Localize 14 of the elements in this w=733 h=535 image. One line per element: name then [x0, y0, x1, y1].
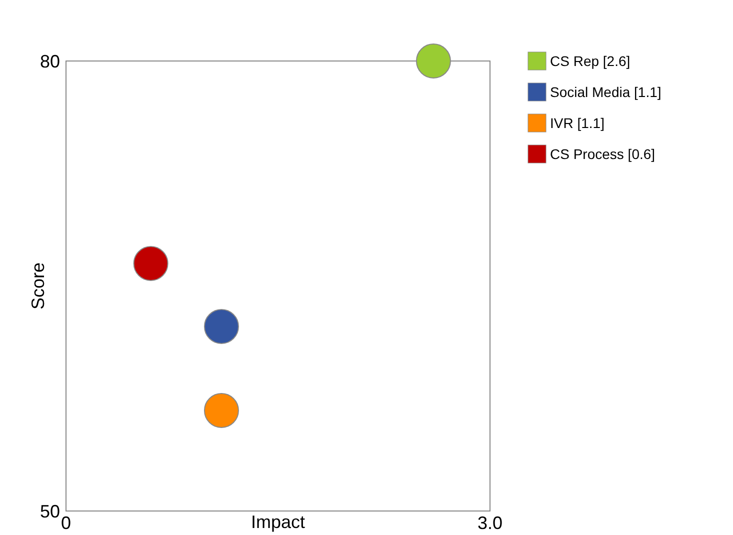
legend-label: IVR [1.1] — [550, 114, 604, 131]
y-tick-label: 80 — [40, 51, 60, 72]
y-axis-title: Score — [28, 262, 48, 310]
y-tick-label: 50 — [40, 501, 60, 522]
x-tick-label: 3.0 — [477, 513, 503, 533]
point — [204, 309, 239, 344]
x-axis-title: Impact — [250, 512, 306, 532]
x-tick-label: 0 — [60, 513, 72, 533]
point — [204, 393, 239, 428]
legend-label: CS Rep [2.6] — [550, 52, 630, 69]
point — [133, 246, 168, 281]
legend-label: CS Process [0.6] — [550, 146, 656, 162]
point — [416, 44, 451, 78]
legend-label: Social Media [1.1] — [550, 84, 662, 100]
